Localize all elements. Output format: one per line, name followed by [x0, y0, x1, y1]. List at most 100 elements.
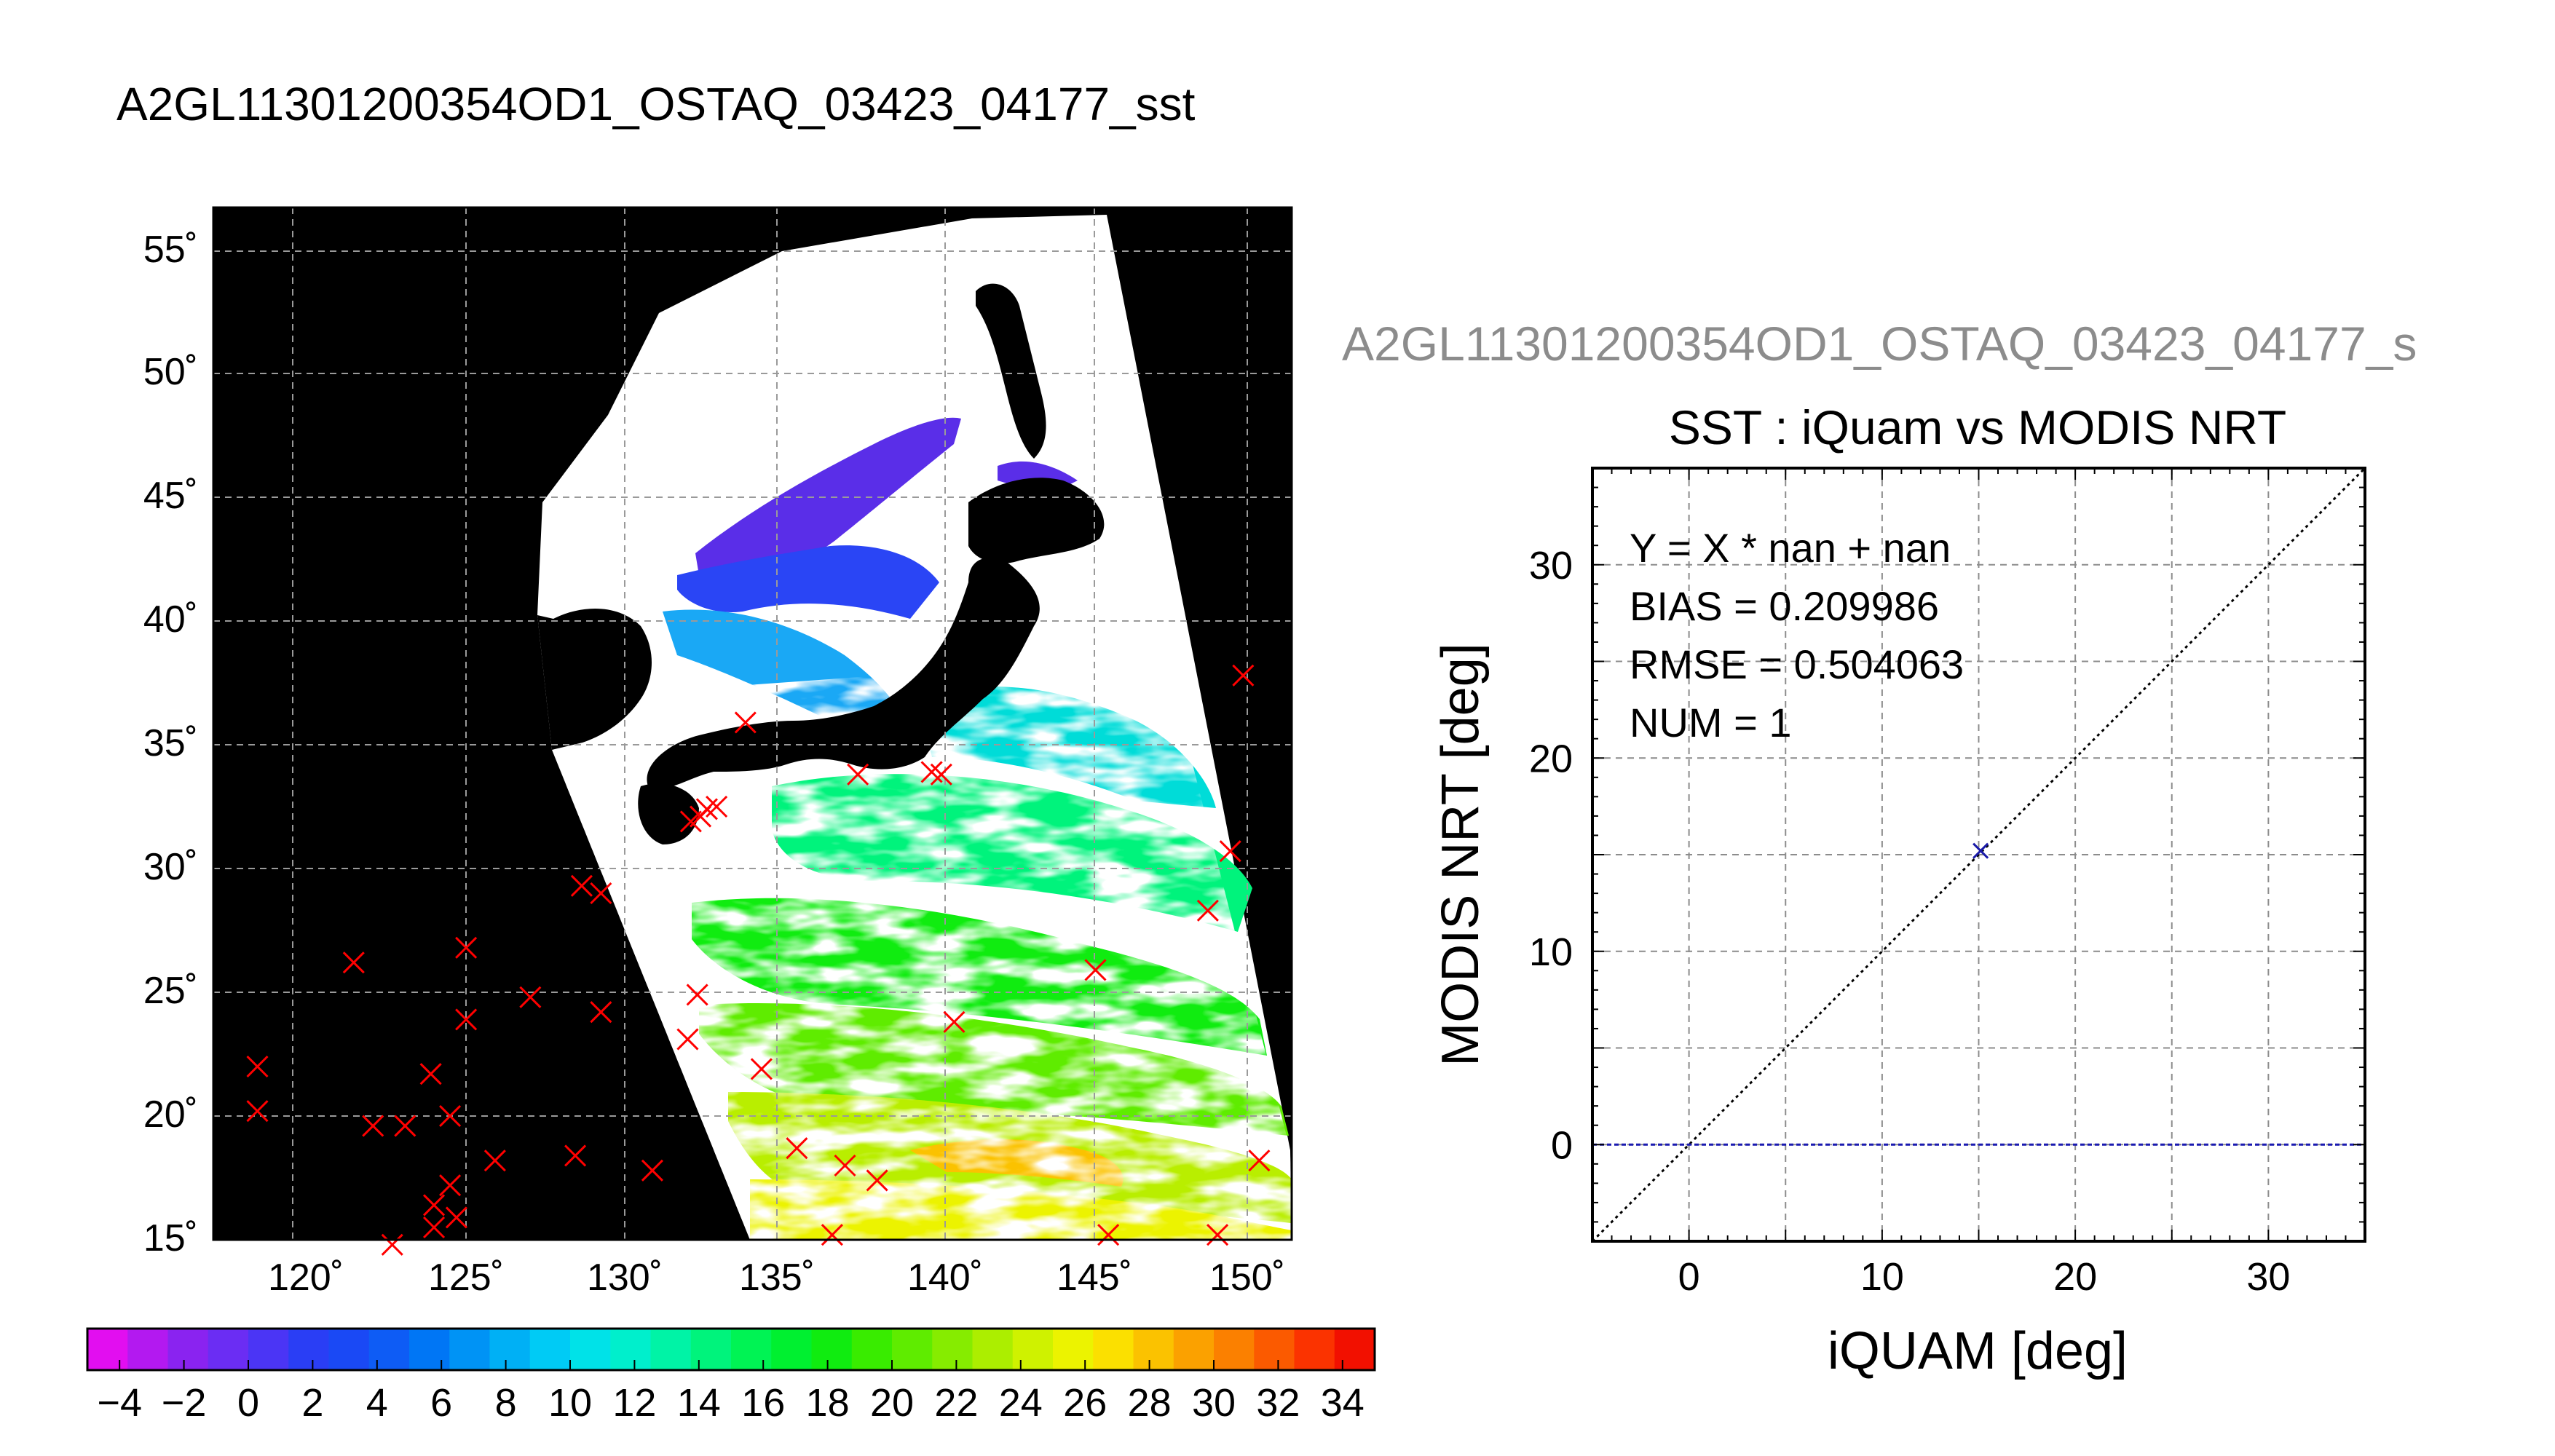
- sst-band-cold-north: [695, 417, 961, 577]
- colorbar-label: 18: [806, 1381, 850, 1425]
- station-marker: [439, 1104, 462, 1128]
- station-marker: [362, 1115, 384, 1137]
- station-marker: [821, 1224, 843, 1246]
- cloud-texture: [552, 655, 1292, 1240]
- x-tick-label: 10: [1860, 1255, 1904, 1299]
- lat-tick-label: 30˚: [143, 846, 198, 888]
- identity-line: [1592, 468, 2365, 1241]
- station-marker: [1232, 664, 1255, 687]
- colorbar-cell: [1012, 1329, 1054, 1370]
- y-tick-label: 10: [1529, 930, 1573, 974]
- colorbar-label: 6: [430, 1381, 452, 1425]
- sst-map: 15˚ 20˚ 25˚ 30˚ 35˚ 40˚ 45˚ 50˚ 55˚ 120˚…: [143, 206, 1293, 1299]
- lon-tick-label: 135˚: [739, 1257, 815, 1299]
- colorbar-label: 26: [1063, 1381, 1107, 1425]
- land-japan: [647, 558, 1040, 788]
- station-marker: [786, 1137, 808, 1160]
- x-tick-labels: 0 10 20 30: [1678, 1255, 2291, 1299]
- station-marker: [564, 1144, 587, 1167]
- colorbar-cell: [1254, 1329, 1295, 1370]
- scatter-grid: [1592, 468, 2365, 1241]
- colorbar-label: 20: [870, 1381, 914, 1425]
- colorbar-cell: [851, 1329, 893, 1370]
- station-marker: [1196, 899, 1219, 922]
- colorbar-cell: [409, 1329, 450, 1370]
- y-axis-label: MODIS NRT [deg]: [1431, 643, 1490, 1067]
- colorbar-cell: [1294, 1329, 1335, 1370]
- lon-tick-label: 150˚: [1209, 1257, 1285, 1299]
- land-hokkaido: [968, 478, 1105, 563]
- colorbar-cell: [1214, 1329, 1255, 1370]
- station-marker: [834, 1154, 856, 1177]
- colorbar-label: 22: [934, 1381, 978, 1425]
- station-marker: [847, 763, 869, 786]
- station-marker: [455, 1008, 478, 1031]
- map-frame: [212, 206, 1293, 1241]
- swath-layer: [537, 215, 1292, 1240]
- colorbar-cell: [1053, 1329, 1094, 1370]
- colorbar-label: 30: [1192, 1381, 1236, 1425]
- station-marker: [1248, 1150, 1271, 1172]
- colorbar-cell: [1093, 1329, 1134, 1370]
- y-tick-label: 20: [1529, 737, 1573, 780]
- colorbar-label: 24: [999, 1381, 1043, 1425]
- x-tick-label: 20: [2053, 1255, 2097, 1299]
- station-marker: [381, 1233, 403, 1256]
- station-marker: [342, 951, 365, 974]
- station-marker: [570, 874, 593, 897]
- colorbar-cell: [1334, 1329, 1375, 1370]
- lat-tick-label: 35˚: [143, 722, 198, 764]
- station-marker: [422, 1216, 446, 1239]
- lat-tick-labels: 15˚ 20˚ 25˚ 30˚ 35˚ 40˚ 45˚ 50˚ 55˚: [143, 229, 198, 1259]
- y-tick-label: 30: [1529, 544, 1573, 587]
- x-tick-label: 30: [2246, 1255, 2290, 1299]
- scatter-frame: [1591, 467, 2366, 1243]
- colorbar-cell: [892, 1329, 933, 1370]
- station-marker: [439, 1174, 462, 1197]
- colorbar-cell: [610, 1329, 652, 1370]
- colorbar-cell: [248, 1329, 289, 1370]
- colorbar-label: 14: [677, 1381, 721, 1425]
- lon-tick-label: 130˚: [587, 1257, 663, 1299]
- colorbar-label: 0: [237, 1381, 259, 1425]
- station-marker: [483, 1150, 506, 1172]
- scatter-point: [1972, 842, 1989, 859]
- scatter-points: [1972, 842, 1989, 859]
- colorbar-cell: [328, 1329, 370, 1370]
- colorbar-label: 12: [612, 1381, 656, 1425]
- bias-stat: BIAS = 0.209986: [1630, 583, 1939, 629]
- map-grid: [213, 207, 1292, 1240]
- station-marker: [590, 1001, 612, 1024]
- lon-tick-label: 120˚: [268, 1257, 344, 1299]
- lon-tick-label: 125˚: [428, 1257, 504, 1299]
- num-stat: NUM = 1: [1630, 700, 1792, 745]
- colorbar-cell: [529, 1329, 571, 1370]
- colorbar-cell: [771, 1329, 813, 1370]
- lon-tick-label: 145˚: [1057, 1257, 1132, 1299]
- colorbar-cell: [449, 1329, 491, 1370]
- sst-colorbar: −4 −2 0 2 4 6 8 10 12 14 16 18 20 22 24 26 28 30 32 34: [86, 1327, 1376, 1425]
- colorbar-cell: [489, 1329, 531, 1370]
- y-tick-label: 0: [1551, 1123, 1573, 1167]
- station-marker: [455, 936, 478, 959]
- station-marker: [706, 795, 728, 818]
- scatter-panel-header: A2GL11301200354OD1_OSTAQ_03423_04177_s: [1342, 317, 2417, 371]
- station-marker: [519, 986, 542, 1008]
- colorbar-label: 28: [1128, 1381, 1172, 1425]
- colorbar-label: 4: [366, 1381, 388, 1425]
- lon-tick-labels: 120˚ 125˚ 130˚ 135˚ 140˚ 145˚ 150˚: [268, 1257, 1285, 1299]
- colorbar-label: −2: [162, 1381, 207, 1425]
- station-marker: [686, 984, 708, 1006]
- scatter-panel: A2GL11301200354OD1_OSTAQ_03423_04177_s S…: [1342, 317, 2417, 1380]
- lat-tick-label: 45˚: [143, 475, 198, 517]
- lat-tick-label: 55˚: [143, 229, 198, 271]
- regression-equation: Y = X * nan + nan: [1630, 525, 1951, 571]
- rmse-stat: RMSE = 0.504063: [1630, 641, 1964, 687]
- colorbar-label: 32: [1256, 1381, 1300, 1425]
- lat-tick-label: 50˚: [143, 351, 198, 393]
- colorbar-cell: [127, 1329, 169, 1370]
- colorbar-frame: [86, 1327, 1376, 1372]
- station-marker: [394, 1115, 416, 1137]
- station-marker: [943, 1010, 965, 1033]
